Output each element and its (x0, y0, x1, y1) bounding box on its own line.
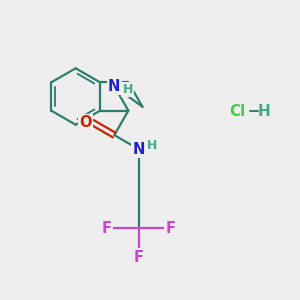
Text: O: O (80, 115, 92, 130)
Text: Cl: Cl (230, 104, 246, 119)
Text: H: H (258, 104, 271, 119)
Text: F: F (102, 221, 112, 236)
Text: F: F (166, 221, 176, 236)
Text: N: N (108, 79, 121, 94)
Text: N: N (133, 142, 145, 157)
Text: H: H (147, 139, 157, 152)
Text: H: H (122, 83, 133, 96)
Text: F: F (134, 250, 144, 265)
